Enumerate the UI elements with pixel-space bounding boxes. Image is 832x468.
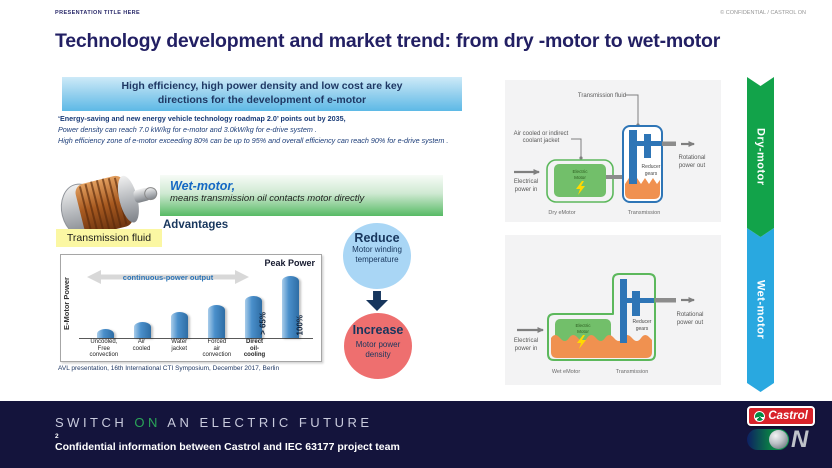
- peak-power-label: Peak Power: [264, 258, 315, 268]
- dry-fluid-label: Transmission fluid: [578, 93, 626, 99]
- confidential-mark: © CONFIDENTIAL / CASTROL ON: [720, 10, 806, 16]
- footer-band: [0, 401, 832, 468]
- dry-motor-side-arrow: Dry-motor: [747, 77, 774, 237]
- svg-text:power out: power out: [677, 320, 704, 326]
- lightning-bolt-icon: [577, 335, 586, 349]
- castrol-logo: Castrol: [747, 406, 815, 426]
- dry-gears-label: Reducer: [642, 164, 661, 170]
- chart-x-axis: [79, 338, 313, 339]
- wet-gears-label: Reducer: [633, 319, 652, 325]
- increase-text: Motor power density: [355, 340, 401, 359]
- chart-category-label: Forced air convection: [202, 339, 232, 359]
- castrol-icon: [754, 410, 766, 422]
- page-number: 2: [55, 433, 59, 440]
- dry-motor-caption: Dry eMotor: [548, 210, 575, 216]
- chart-category-label: Uncooled, Free convection: [89, 339, 119, 359]
- chart-bar: [134, 322, 151, 338]
- chart-source-caption: AVL presentation, 16th International CTI…: [58, 365, 280, 372]
- dry-power-in-label: Electrical: [514, 179, 538, 185]
- wet-motor-box: Wet-motor, means transmission oil contac…: [160, 175, 443, 216]
- chart-category-label: Air cooled: [132, 339, 151, 352]
- castrol-wordmark: Castrol: [768, 410, 808, 422]
- continuous-power-label: continuous-power output: [122, 273, 214, 282]
- dry-panel-bg: [505, 80, 721, 222]
- cooling-chart: Peak Power E-Motor Power continuous-powe…: [60, 254, 322, 362]
- chart-bar: 100%: [282, 276, 304, 338]
- chart-bar: [97, 329, 114, 338]
- key-message-box: High efficiency, high power density and …: [62, 77, 462, 111]
- wet-power-out-label: Rotational: [676, 312, 703, 318]
- wet-power-in-label: Electrical: [514, 338, 538, 344]
- svg-text:power in: power in: [515, 346, 538, 352]
- svg-text:power out: power out: [679, 163, 706, 169]
- wet-motor-side-arrow: Wet-motor: [747, 228, 774, 392]
- page-title: Technology development and market trend:…: [55, 30, 721, 52]
- dry-transmission-caption: Transmission: [628, 210, 661, 216]
- wet-transmission-caption: Transmission: [616, 369, 649, 375]
- on-pill-icon: [747, 429, 789, 450]
- dry-motor-diagram: Transmission fluid Air cooled or indirec…: [505, 80, 721, 222]
- footer-tagline: SWITCH ON AN ELECTRIC FUTURE: [55, 415, 373, 430]
- roadmap-headline: ‘Energy-saving and new energy vehicle te…: [58, 114, 346, 123]
- down-arrow-icon: [366, 291, 388, 311]
- gear-shaft: [629, 130, 637, 184]
- roadmap-point1: Power density can reach 7.0 kW/kg for e-…: [58, 124, 317, 134]
- bar-annotation: 100%: [295, 314, 304, 335]
- key-message-line1: High efficiency, high power density and …: [121, 80, 403, 93]
- roadmap-paragraph: ‘Energy-saving and new energy vehicle te…: [58, 114, 470, 146]
- bar-annotation: > 65%: [258, 312, 267, 335]
- chart-bars: > 65% 100%: [85, 274, 311, 338]
- dry-motor-housing: [546, 159, 614, 203]
- wet-motor-subtitle: means transmission oil contacts motor di…: [170, 193, 365, 204]
- reduce-benefit-circle: Reduce Motor winding temperature: [343, 223, 411, 289]
- key-message-line2: directions for the development of e-moto…: [157, 94, 367, 106]
- gear-shaft: [620, 279, 627, 343]
- on-letter-n: N: [791, 426, 809, 453]
- svg-text:Motor: Motor: [574, 175, 586, 180]
- chart-bar: [171, 312, 188, 338]
- lightning-bolt-icon: [576, 181, 585, 195]
- chart-bar: > 65%: [245, 296, 267, 338]
- svg-text:power in: power in: [515, 187, 538, 193]
- dry-power-out-label: Rotational: [678, 155, 705, 161]
- reduce-text: Motor winding temperature: [352, 245, 402, 264]
- presentation-title: PRESENTATION TITLE HERE: [55, 10, 141, 16]
- dry-motor-side-label: Dry-motor: [754, 128, 767, 186]
- wet-motor-side-label: Wet-motor: [754, 280, 767, 340]
- chart-categories: Uncooled, Free convection Air cooled Water…: [85, 339, 311, 360]
- wet-shared-housing: [547, 273, 656, 361]
- motor-photo: [60, 175, 158, 238]
- wet-motor-title: Wet-motor,: [170, 179, 236, 193]
- svg-text:gears: gears: [645, 171, 658, 177]
- increase-benefit-circle: Increase Motor power density: [344, 313, 412, 379]
- svg-text:Electric: Electric: [572, 169, 588, 174]
- castrol-on-logo: N: [747, 426, 825, 453]
- svg-text:coolant jacket: coolant jacket: [523, 138, 560, 144]
- chart-category-label: Water jacket: [171, 339, 188, 352]
- svg-text:Electric: Electric: [575, 323, 591, 328]
- tagline-on: ON: [134, 415, 161, 430]
- wet-motor-caption: Wet eMotor: [552, 369, 580, 375]
- chart-category-label: Direct oil- cooling: [243, 339, 266, 359]
- roadmap-point2: High efficiency zone of e-motor exceedin…: [58, 135, 449, 145]
- svg-text:Motor: Motor: [577, 329, 589, 334]
- increase-title: Increase: [352, 323, 404, 337]
- wet-motor-diagram: Electrical power in Electric Motor Reduc…: [505, 235, 721, 385]
- transmission-fluid-label: Transmission fluid: [56, 229, 162, 247]
- chart-y-axis-label: E-Motor Power: [62, 277, 71, 331]
- dry-electric-motor: [554, 164, 606, 197]
- advantages-heading: Advantages: [163, 219, 229, 231]
- on-sphere-icon: [769, 430, 788, 449]
- dry-coolant-label: Air cooled or indirect: [514, 131, 569, 137]
- wet-electric-motor: [555, 319, 611, 342]
- reduce-title: Reduce: [354, 231, 400, 245]
- footer-confidential-note: Confidential information between Castrol…: [55, 441, 400, 453]
- svg-text:gears: gears: [636, 326, 649, 332]
- chart-category-label: [273, 339, 311, 360]
- chart-bar: [208, 305, 225, 338]
